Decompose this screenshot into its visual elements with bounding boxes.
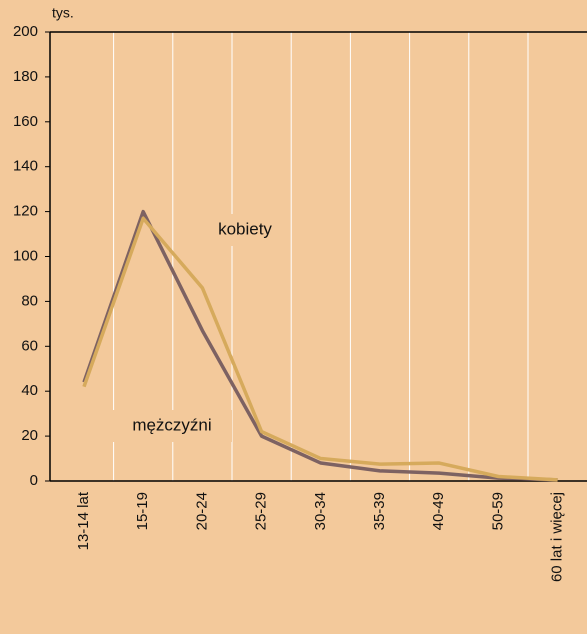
series-label: mężczyźni [132,415,211,434]
y-tick-label: 60 [21,337,38,354]
y-tick-label: 40 [21,382,38,399]
label-patch [110,410,232,442]
label-patch [205,214,283,246]
y-tick-label: 140 [13,158,38,175]
x-tick-label: 15-19 [134,492,151,530]
x-tick-label: 13-14 lat [75,491,92,550]
y-tick-label: 80 [21,292,38,309]
y-tick-label: 20 [21,427,38,444]
x-tick-label: 50-59 [489,492,506,530]
x-tick-label: 20-24 [193,492,210,530]
y-tick-label: 160 [13,113,38,130]
y-tick-label: 120 [13,203,38,220]
line-series [82,209,558,482]
y-tick-label: 180 [13,68,38,85]
y-unit: tys. [52,5,74,21]
y-tick-label: 0 [30,472,38,489]
x-tick-label: 30-34 [312,492,329,530]
series-label: kobiety [218,219,272,238]
x-tick-label: 25-29 [253,492,270,530]
x-tick-label: 60 lat i więcej [549,492,566,582]
x-tick-label: 35-39 [371,492,388,530]
y-tick-label: 200 [13,23,38,40]
x-tick-label: 40-49 [430,492,447,530]
line-series [82,216,558,482]
y-tick-label: 100 [13,247,38,264]
